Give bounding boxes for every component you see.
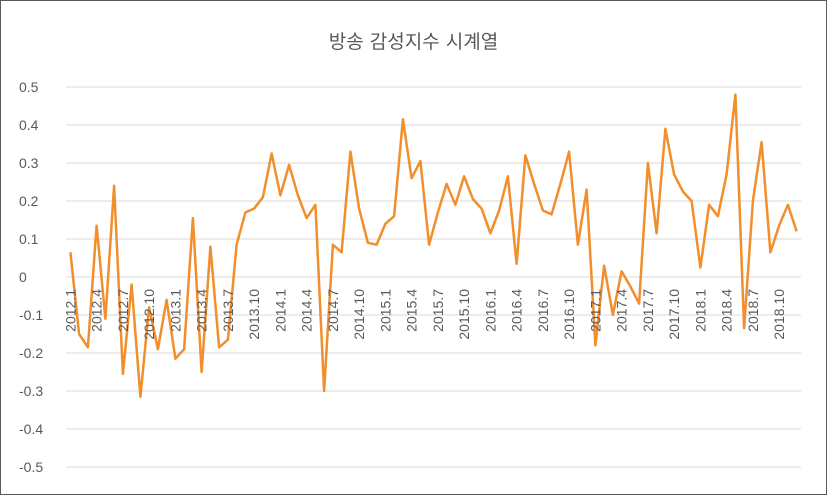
- y-tick-label: 0: [19, 269, 27, 285]
- x-tick-label: 2014.1: [272, 289, 288, 332]
- y-tick-label: 0.2: [19, 193, 39, 209]
- y-tick-label: -0.3: [19, 383, 43, 399]
- y-tick-label: -0.2: [19, 345, 43, 361]
- x-tick-label: 2018.7: [745, 289, 761, 332]
- x-tick-label: 2017.1: [587, 289, 603, 332]
- x-tick-label: 2014.4: [299, 289, 315, 332]
- y-tick-label: 0.1: [19, 231, 39, 247]
- y-tick-label: 0.3: [19, 155, 39, 171]
- x-tick-label: 2012.10: [141, 289, 157, 340]
- x-tick-label: 2013.4: [194, 289, 210, 332]
- x-tick-label: 2017.4: [614, 289, 630, 332]
- x-tick-label: 2016.7: [535, 289, 551, 332]
- x-tick-label: 2018.4: [719, 289, 735, 332]
- x-axis-ticks: 2012.1 2012.4 2012.7 2012.10 2013.1 2013.4 201…: [62, 289, 787, 340]
- x-tick-label: 2012.4: [89, 289, 105, 332]
- y-tick-label: 0.4: [19, 117, 39, 133]
- y-tick-label: 0.5: [19, 79, 39, 95]
- x-tick-label: 2012.1: [62, 289, 78, 332]
- x-tick-label: 2015.1: [377, 289, 393, 332]
- x-tick-label: 2015.7: [430, 289, 446, 332]
- x-tick-label: 2013.1: [167, 289, 183, 332]
- series-group: [69, 93, 798, 398]
- x-tick-label: 2016.4: [509, 289, 525, 332]
- x-tick-label: 2017.7: [640, 289, 656, 332]
- x-tick-label: 2015.4: [404, 289, 420, 332]
- x-tick-label: 2014.7: [325, 289, 341, 332]
- x-tick-label: 2015.10: [456, 289, 472, 340]
- gridlines: [66, 86, 801, 468]
- y-tick-label: -0.5: [19, 459, 43, 475]
- x-tick-label: 2014.10: [351, 289, 367, 340]
- x-tick-label: 2012.7: [115, 289, 131, 332]
- y-axis-ticks: 0.5 0.4 0.3 0.2 0.1 0 -0.1 -0.2 -0.3 -0.4 -0.5: [19, 79, 43, 475]
- y-tick-label: -0.4: [19, 421, 43, 437]
- x-tick-label: 2016.1: [482, 289, 498, 332]
- x-tick-label: 2018.10: [771, 289, 787, 340]
- chart-title: 방송 감성지수 시계열: [328, 31, 499, 53]
- series-line: [69, 93, 798, 398]
- x-tick-label: 2016.10: [561, 289, 577, 340]
- x-tick-label: 2013.10: [246, 289, 262, 340]
- x-tick-label: 2013.7: [220, 289, 236, 332]
- x-tick-label: 2018.1: [692, 289, 708, 332]
- x-tick-label: 2017.10: [666, 289, 682, 340]
- y-tick-label: -0.1: [19, 307, 43, 323]
